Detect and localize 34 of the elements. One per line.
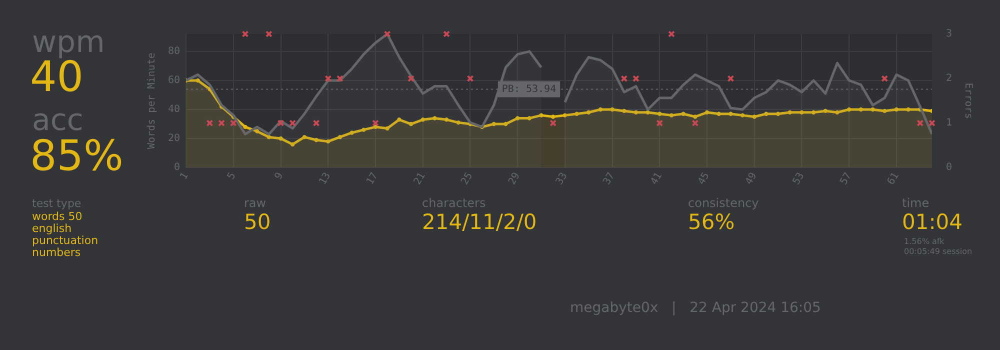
text: numbers (32, 246, 81, 260)
point (336, 75, 344, 82)
point (727, 75, 734, 82)
point (206, 120, 214, 127)
point (656, 120, 664, 127)
point (692, 120, 699, 127)
point (242, 30, 249, 38)
point (620, 75, 628, 82)
point (324, 75, 332, 82)
point (277, 120, 284, 127)
point (916, 120, 924, 127)
point (466, 75, 474, 82)
point (384, 30, 391, 38)
text: punctuation (32, 234, 98, 248)
text: english (32, 222, 72, 236)
text: 56% (688, 210, 735, 234)
text: 01:04 (902, 210, 963, 234)
text: 50 (244, 210, 271, 234)
point (668, 30, 675, 38)
point (312, 120, 320, 127)
text: 85% (30, 131, 124, 180)
text: 214/11/2/0 (422, 210, 537, 234)
point (372, 120, 379, 127)
point (928, 120, 936, 127)
point (550, 120, 557, 127)
point (265, 30, 272, 38)
point (881, 75, 888, 82)
point (218, 120, 226, 127)
text: words 50 (32, 210, 82, 224)
point (289, 120, 296, 127)
point (408, 75, 414, 82)
point (443, 30, 450, 38)
point (230, 120, 237, 127)
point (632, 75, 640, 82)
